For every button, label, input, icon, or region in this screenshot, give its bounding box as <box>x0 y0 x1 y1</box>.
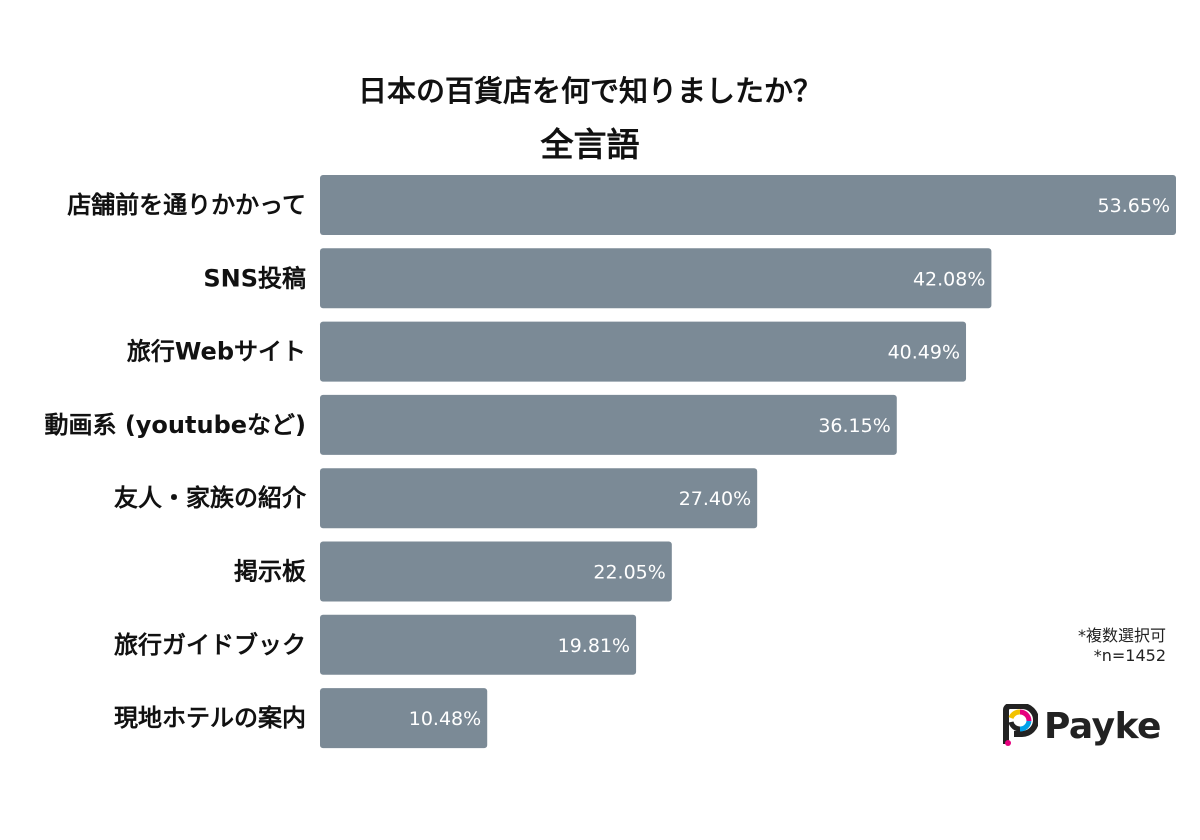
value-label-7: 10.48% <box>409 708 481 730</box>
category-label-4: 友人・家族の紹介 <box>114 484 307 512</box>
payke-logo: Payke <box>1002 704 1161 748</box>
value-label-3: 36.15% <box>818 415 890 437</box>
sample-size-note: *n=1452 <box>1093 646 1166 665</box>
bar-5 <box>320 541 672 602</box>
category-label-6: 旅行ガイドブック <box>114 631 306 659</box>
bar-3 <box>320 394 897 455</box>
bar-4 <box>320 468 758 529</box>
category-label-0: 店舗前を通りかかって <box>67 191 306 219</box>
category-label-1: SNS投稿 <box>203 264 306 292</box>
value-label-0: 53.65% <box>1098 195 1170 217</box>
category-label-7: 現地ホテルの案内 <box>114 704 306 732</box>
category-label-3: 動画系 (youtubeなど) <box>44 411 306 439</box>
value-label-5: 22.05% <box>593 562 665 584</box>
category-label-2: 旅行Webサイト <box>127 338 306 366</box>
category-label-5: 掲示板 <box>234 558 307 586</box>
bar-7 <box>320 688 488 749</box>
value-label-1: 42.08% <box>913 268 985 290</box>
value-label-4: 27.40% <box>679 488 751 510</box>
payke-logo-icon <box>1003 704 1038 746</box>
chart-subtitle: 全言語 <box>540 125 640 164</box>
bar-6 <box>320 614 637 675</box>
multiple-choice-note: *複数選択可 <box>1077 626 1166 645</box>
bar-0 <box>320 175 1176 235</box>
value-label-2: 40.49% <box>888 342 960 364</box>
value-label-6: 19.81% <box>558 635 630 657</box>
logo-text: Payke <box>1044 705 1161 747</box>
bar-2 <box>320 321 967 382</box>
bar-1 <box>320 248 992 309</box>
chart-title: 日本の百貨店を何で知りましたか？ <box>357 74 822 108</box>
